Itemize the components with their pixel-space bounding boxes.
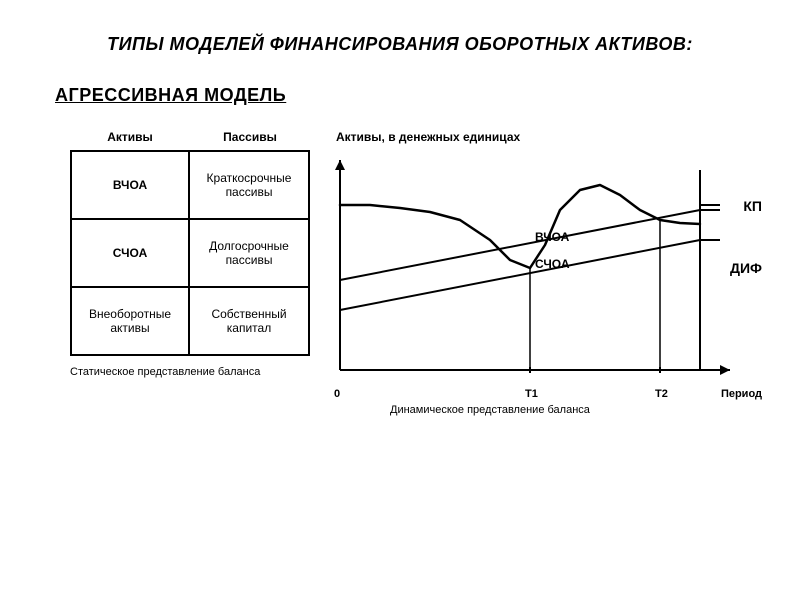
chart-right-label-kp: КП bbox=[743, 198, 762, 214]
chart-section: Активы, в денежных единицах ВЧОА СЧОА КП… bbox=[330, 130, 760, 416]
chart-tick-t1: T1 bbox=[525, 388, 538, 400]
table-header-assets: Активы bbox=[70, 130, 190, 150]
page-title: ТИПЫ МОДЕЛЕЙ ФИНАНСИРОВАНИЯ ОБОРОТНЫХ АК… bbox=[0, 34, 800, 55]
cell-assets-2: Внеоборотные активы bbox=[72, 288, 190, 354]
balance-table-section: Активы Пассивы ВЧОА Краткосрочные пассив… bbox=[70, 130, 310, 378]
cell-liabilities-1: Долгосрочные пассивы bbox=[190, 220, 308, 286]
chart-caption: Динамическое представление баланса bbox=[330, 380, 760, 416]
chart-area: ВЧОА СЧОА КП ДИФ 0 T1 T2 Период bbox=[330, 150, 760, 380]
chart-tick-origin: 0 bbox=[334, 388, 340, 400]
cell-liabilities-0: Краткосрочные пассивы bbox=[190, 152, 308, 218]
table-row: СЧОА Долгосрочные пассивы bbox=[72, 218, 308, 286]
chart-tick-t2: T2 bbox=[655, 388, 668, 400]
cell-assets-0: ВЧОА bbox=[72, 152, 190, 218]
balance-table: ВЧОА Краткосрочные пассивы СЧОА Долгосро… bbox=[70, 150, 310, 356]
table-row: Внеоборотные активы Собственный капитал bbox=[72, 286, 308, 354]
table-caption: Статическое представление баланса bbox=[70, 356, 310, 378]
chart-right-label-dif: ДИФ bbox=[730, 260, 762, 276]
page-subtitle: АГРЕССИВНАЯ МОДЕЛЬ bbox=[55, 85, 286, 106]
chart-label-lower: СЧОА bbox=[535, 257, 570, 271]
table-header-liabilities: Пассивы bbox=[190, 130, 310, 150]
cell-liabilities-2: Собственный капитал bbox=[190, 288, 308, 354]
table-row: ВЧОА Краткосрочные пассивы bbox=[72, 152, 308, 218]
chart-y-axis-label: Активы, в денежных единицах bbox=[330, 130, 760, 150]
chart-x-axis-label: Период bbox=[721, 388, 762, 400]
chart-label-upper: ВЧОА bbox=[535, 230, 569, 244]
cell-assets-1: СЧОА bbox=[72, 220, 190, 286]
